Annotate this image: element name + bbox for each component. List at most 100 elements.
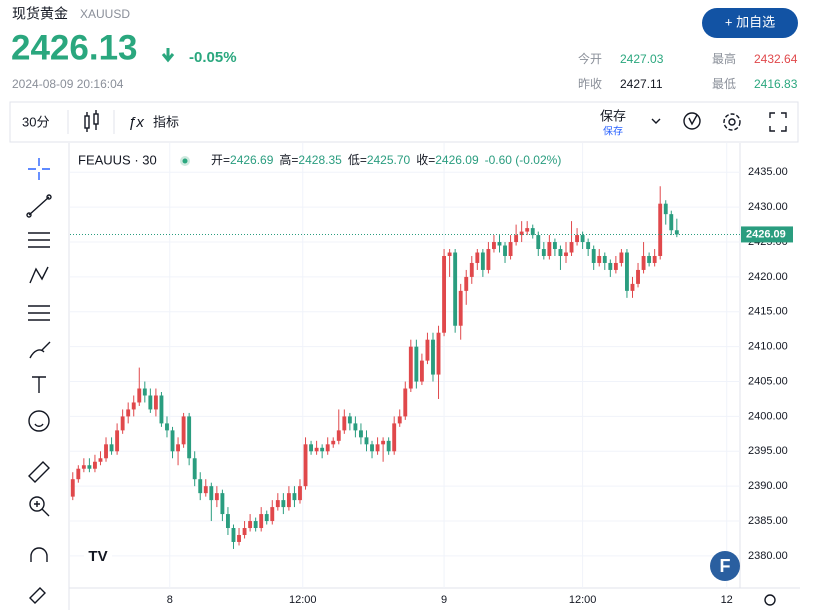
candle-body bbox=[364, 437, 369, 445]
candle-body bbox=[359, 430, 363, 438]
candle-body bbox=[419, 360, 424, 382]
fx-icon[interactable]: ƒx bbox=[128, 114, 144, 131]
candle-body bbox=[331, 440, 336, 445]
indicators[interactable]: 指标 bbox=[153, 114, 179, 129]
candle-body bbox=[309, 444, 314, 452]
ohlc-legend: 开=2426.69 高=2428.35 低=2425.70 收=2426.09 -0.6… bbox=[211, 152, 561, 167]
add-button[interactable] bbox=[702, 8, 798, 38]
candle-body bbox=[464, 276, 469, 291]
candle-body bbox=[170, 430, 175, 452]
y-tick-label: 2410.00 bbox=[748, 341, 788, 353]
stats: 今开 2427.03 最高 2432.64 昨收 2427.11 最低 2416.83 bbox=[578, 51, 798, 91]
y-tick-label: 2385.00 bbox=[748, 515, 788, 527]
x-tick-label: 12:00 bbox=[569, 594, 597, 606]
f-logo bbox=[710, 551, 740, 581]
candle-body bbox=[425, 339, 430, 361]
candle-body bbox=[641, 255, 646, 270]
last-price-tag bbox=[741, 226, 793, 243]
save[interactable]: 保存 bbox=[600, 108, 626, 123]
candle-body bbox=[408, 346, 413, 389]
add-button-label[interactable]: + 加自选 bbox=[725, 14, 775, 29]
candle-body bbox=[586, 242, 591, 250]
candle-body bbox=[436, 332, 441, 375]
alert-icon[interactable] bbox=[683, 112, 701, 130]
y-tick-label: 2420.00 bbox=[748, 271, 788, 283]
candle-body bbox=[286, 493, 291, 508]
tv-logo: TV bbox=[84, 544, 112, 568]
candle-body bbox=[226, 514, 230, 529]
candle-body bbox=[475, 252, 480, 263]
candle-body bbox=[386, 440, 391, 452]
fullscreen-icon[interactable] bbox=[769, 112, 787, 132]
candle-body bbox=[270, 507, 275, 522]
down-arrow bbox=[161, 48, 175, 63]
interval[interactable]: 30分 bbox=[22, 114, 49, 129]
stat-label: 最高 bbox=[712, 51, 736, 66]
toolbar bbox=[9, 101, 799, 143]
symbol: FEAUUS · 30 bbox=[78, 152, 157, 167]
candle-body bbox=[87, 465, 92, 469]
candle-body bbox=[237, 534, 241, 542]
candle-body bbox=[248, 521, 253, 529]
candle-body bbox=[181, 416, 186, 445]
candle-body bbox=[131, 402, 136, 410]
candle-body bbox=[320, 447, 325, 452]
axis-settings[interactable] bbox=[764, 594, 776, 606]
candle-body bbox=[259, 514, 264, 529]
save-sub[interactable]: 保存 bbox=[603, 125, 623, 138]
legend-value: 2426.69 bbox=[230, 153, 274, 167]
candle-body bbox=[625, 252, 629, 291]
candle-body bbox=[214, 493, 219, 501]
candle-body bbox=[153, 395, 158, 410]
candle-body bbox=[442, 255, 447, 333]
candle-body bbox=[602, 255, 607, 263]
legend-label: 低= bbox=[348, 153, 367, 167]
candle-body bbox=[636, 269, 640, 284]
x-tick-label: 8 bbox=[167, 594, 173, 606]
candle-body bbox=[597, 255, 602, 263]
candle-body bbox=[104, 444, 108, 459]
candle-body bbox=[536, 235, 541, 250]
stat-value: 2427.11 bbox=[620, 77, 663, 91]
legend-label: 收= bbox=[416, 153, 435, 167]
candle-body bbox=[652, 255, 657, 263]
candle-body bbox=[508, 242, 513, 256]
candle-body bbox=[137, 388, 142, 403]
candle-body bbox=[619, 252, 624, 263]
grid: 2380.00 2385.00 2390.00 2395.00 2400.00 2405.… bbox=[70, 143, 788, 606]
candle-body bbox=[209, 486, 214, 501]
x-tick-label: 12 bbox=[721, 594, 733, 606]
candle-body bbox=[414, 346, 419, 382]
candle-body bbox=[347, 416, 352, 424]
status-dot bbox=[182, 158, 188, 164]
candle-body bbox=[453, 252, 458, 326]
candle-body bbox=[525, 228, 530, 232]
candle-body bbox=[569, 242, 574, 253]
settings-icon[interactable] bbox=[723, 113, 741, 131]
candle-body bbox=[281, 500, 286, 508]
candle-body bbox=[203, 486, 208, 494]
candle-body bbox=[447, 252, 452, 256]
chevron[interactable] bbox=[651, 118, 661, 124]
candle-body bbox=[198, 479, 203, 494]
change: -0.05% bbox=[189, 49, 237, 66]
candle-body bbox=[165, 423, 169, 431]
candle-body bbox=[658, 203, 663, 256]
candle-body bbox=[547, 242, 552, 256]
candle-body bbox=[375, 444, 380, 452]
candle-body bbox=[403, 388, 408, 417]
candle-body bbox=[98, 458, 103, 462]
y-tick-label: 2430.00 bbox=[748, 201, 788, 213]
candle-body bbox=[115, 430, 120, 452]
candle-icon[interactable] bbox=[84, 110, 99, 132]
drawing-tools[interactable] bbox=[26, 158, 52, 604]
candle-body bbox=[81, 465, 86, 469]
stat-value: 2416.83 bbox=[754, 77, 798, 91]
candle-body bbox=[564, 252, 568, 256]
legend-value: -0.60 (-0.02%) bbox=[485, 153, 562, 167]
candle-body bbox=[192, 458, 197, 480]
f-logo-text: F bbox=[720, 556, 731, 576]
time: 2024-08-09 20:16:04 bbox=[12, 77, 124, 91]
candle-body bbox=[314, 447, 319, 452]
candle-body bbox=[591, 249, 596, 263]
